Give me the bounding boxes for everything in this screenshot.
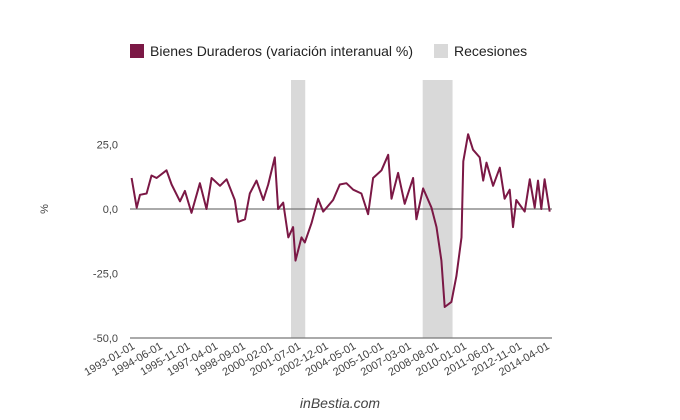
legend-swatch-recesiones <box>434 44 448 58</box>
y-tick-label: -50,0 <box>93 333 118 345</box>
y-axis-label: % <box>39 204 51 214</box>
series-line-bienes-duraderos <box>130 133 551 308</box>
x-axis-ticks: 1993-01-011994-06-011995-11-011997-04-01… <box>82 340 551 379</box>
y-axis-ticks: 25,0 0,0 -25,0 -50,0 <box>93 140 118 346</box>
y-tick-label: -25,0 <box>93 269 118 281</box>
legend-swatch-bienes-duraderos <box>130 44 144 58</box>
legend-label-recesiones: Recesiones <box>454 43 527 59</box>
y-tick-label: 0,0 <box>103 204 118 216</box>
credit-text: inBestia.com <box>300 395 380 411</box>
y-tick-label: 25,0 <box>97 140 118 152</box>
legend: Bienes Duraderos (variación interanual %… <box>130 43 527 59</box>
legend-label-bienes-duraderos: Bienes Duraderos (variación interanual %… <box>150 43 413 59</box>
